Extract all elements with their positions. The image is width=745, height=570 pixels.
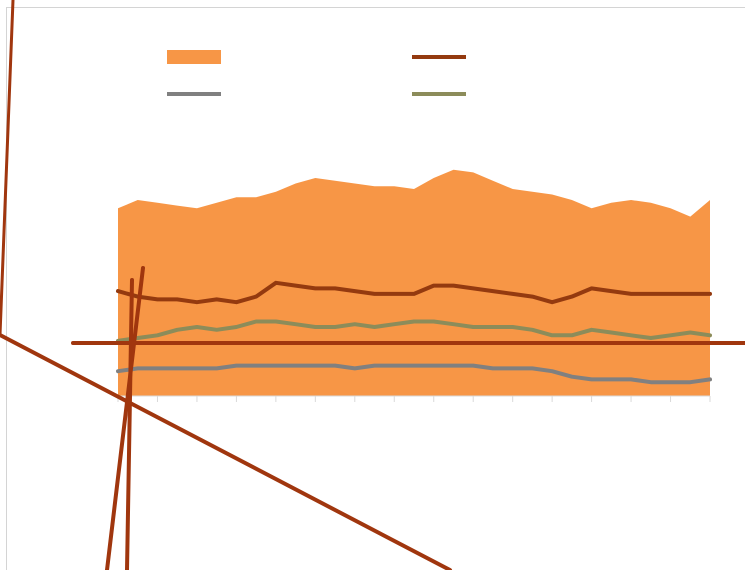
series-3-line <box>116 319 712 343</box>
legend-swatch-0 <box>167 50 221 64</box>
overlay-line-1 <box>0 333 452 570</box>
plot-area <box>116 169 712 396</box>
overlay-line-3 <box>105 266 145 570</box>
series-0-area <box>118 169 710 396</box>
series-2-line <box>116 363 712 385</box>
overlay-line-4 <box>125 278 134 570</box>
chart-frame <box>6 7 745 570</box>
series-1-line <box>116 280 712 305</box>
legend <box>167 50 466 96</box>
x-axis <box>117 395 711 402</box>
overlay-line-0 <box>0 0 15 337</box>
